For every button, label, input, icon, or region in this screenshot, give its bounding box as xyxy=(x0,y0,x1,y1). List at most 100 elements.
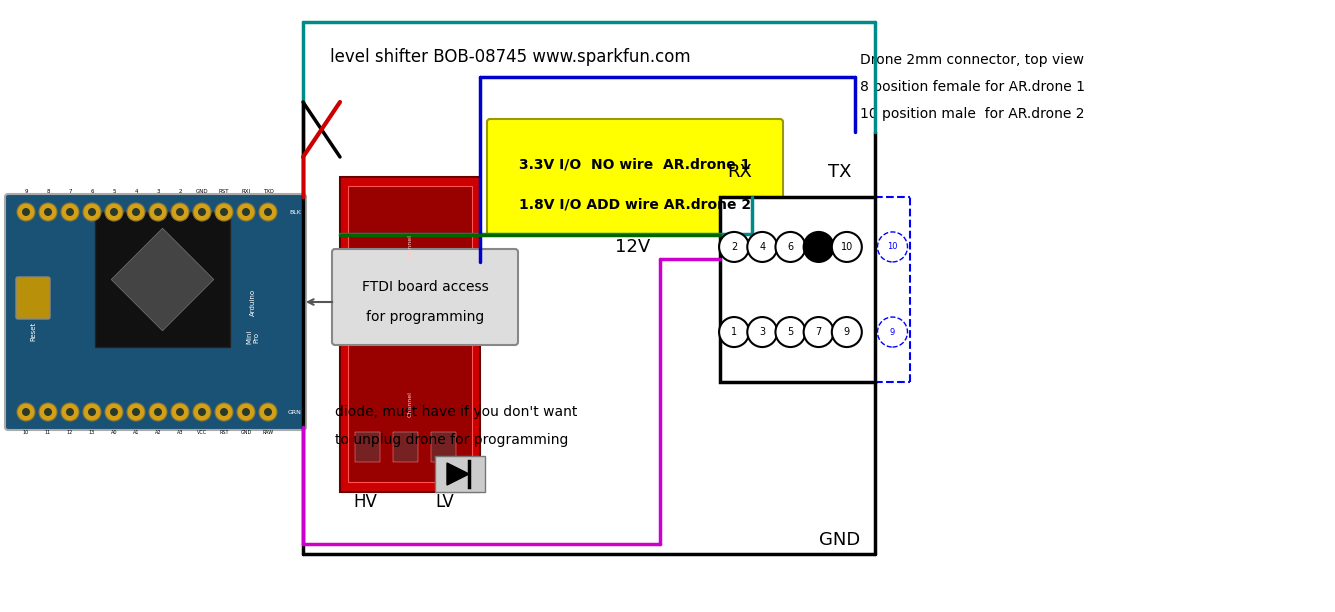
Circle shape xyxy=(259,203,276,221)
Text: for programming: for programming xyxy=(366,310,485,324)
Polygon shape xyxy=(447,463,469,485)
Circle shape xyxy=(264,408,272,416)
Circle shape xyxy=(776,317,805,347)
Bar xyxy=(431,432,457,462)
Circle shape xyxy=(105,203,123,221)
Text: 10: 10 xyxy=(23,430,29,435)
Circle shape xyxy=(171,403,190,421)
Circle shape xyxy=(215,203,234,221)
Bar xyxy=(95,212,230,347)
Circle shape xyxy=(61,203,79,221)
Bar xyxy=(355,432,380,462)
Text: RXI: RXI xyxy=(242,189,251,194)
Circle shape xyxy=(21,408,29,416)
Circle shape xyxy=(154,408,162,416)
Circle shape xyxy=(264,208,272,216)
Text: 10: 10 xyxy=(888,242,897,252)
Circle shape xyxy=(242,208,250,216)
Text: GND: GND xyxy=(196,189,208,194)
Text: 8: 8 xyxy=(47,189,49,194)
Text: 13: 13 xyxy=(89,430,95,435)
FancyBboxPatch shape xyxy=(435,456,485,492)
Text: RST: RST xyxy=(219,430,228,435)
Circle shape xyxy=(127,203,146,221)
Text: 3: 3 xyxy=(156,189,160,194)
Circle shape xyxy=(776,232,805,262)
Bar xyxy=(348,186,473,325)
Text: 9: 9 xyxy=(844,327,850,337)
Circle shape xyxy=(832,232,862,262)
Text: Arduino: Arduino xyxy=(250,288,256,316)
Circle shape xyxy=(88,408,96,416)
Text: Drone 2mm connector, top view: Drone 2mm connector, top view xyxy=(860,53,1084,67)
Circle shape xyxy=(61,403,79,421)
Text: 12V: 12V xyxy=(614,238,650,256)
Text: level shifter BOB-08745 www.sparkfun.com: level shifter BOB-08745 www.sparkfun.com xyxy=(330,48,690,66)
Text: diode, must have if you don't want: diode, must have if you don't want xyxy=(335,405,577,419)
Text: RST: RST xyxy=(219,189,230,194)
Circle shape xyxy=(39,403,57,421)
Text: A0: A0 xyxy=(111,430,117,435)
Circle shape xyxy=(748,232,777,262)
Bar xyxy=(340,177,481,492)
Circle shape xyxy=(720,232,749,262)
Text: RAW: RAW xyxy=(263,430,274,435)
Circle shape xyxy=(804,317,833,347)
Circle shape xyxy=(21,208,29,216)
Circle shape xyxy=(198,408,206,416)
Circle shape xyxy=(65,208,73,216)
Text: 9: 9 xyxy=(24,189,28,194)
Text: GRN: GRN xyxy=(287,409,300,414)
Text: 6: 6 xyxy=(788,242,793,252)
Text: TXO: TXO xyxy=(263,189,274,194)
Text: 1: 1 xyxy=(732,327,737,337)
Circle shape xyxy=(17,203,35,221)
Circle shape xyxy=(171,203,190,221)
Circle shape xyxy=(83,203,101,221)
Circle shape xyxy=(242,408,250,416)
Circle shape xyxy=(39,203,57,221)
Circle shape xyxy=(132,208,140,216)
Circle shape xyxy=(220,208,228,216)
Circle shape xyxy=(194,203,211,221)
FancyBboxPatch shape xyxy=(16,277,49,319)
Text: 2: 2 xyxy=(732,242,737,252)
Circle shape xyxy=(748,317,777,347)
Circle shape xyxy=(132,408,140,416)
Bar xyxy=(392,432,418,462)
Circle shape xyxy=(44,208,52,216)
Circle shape xyxy=(215,403,234,421)
Circle shape xyxy=(176,208,184,216)
Text: Mini
Pro: Mini Pro xyxy=(247,330,259,344)
Circle shape xyxy=(44,408,52,416)
FancyBboxPatch shape xyxy=(332,249,518,345)
Bar xyxy=(348,343,473,482)
Text: BLK: BLK xyxy=(290,209,300,214)
Circle shape xyxy=(198,208,206,216)
Circle shape xyxy=(238,403,255,421)
Text: 8 position female for AR.drone 1: 8 position female for AR.drone 1 xyxy=(860,80,1085,94)
Text: 6: 6 xyxy=(91,189,93,194)
Text: 10: 10 xyxy=(841,242,853,252)
FancyBboxPatch shape xyxy=(5,194,306,430)
Text: LV: LV xyxy=(435,493,454,511)
Text: Channel: Channel xyxy=(407,234,413,261)
Polygon shape xyxy=(111,228,214,331)
Text: 3.3V I/O  NO wire  AR.drone 1: 3.3V I/O NO wire AR.drone 1 xyxy=(519,157,750,171)
Bar xyxy=(355,275,380,305)
Bar xyxy=(392,275,418,305)
Circle shape xyxy=(877,232,908,262)
Circle shape xyxy=(109,208,117,216)
Text: 9: 9 xyxy=(890,327,896,337)
Text: VCC: VCC xyxy=(198,430,207,435)
FancyBboxPatch shape xyxy=(487,119,784,235)
Text: FTDI board access: FTDI board access xyxy=(362,280,489,294)
Text: TX: TX xyxy=(828,163,852,181)
Circle shape xyxy=(804,232,833,262)
Text: 4: 4 xyxy=(760,242,765,252)
Circle shape xyxy=(238,203,255,221)
Circle shape xyxy=(109,408,117,416)
Circle shape xyxy=(194,403,211,421)
Circle shape xyxy=(150,403,167,421)
Circle shape xyxy=(259,403,276,421)
